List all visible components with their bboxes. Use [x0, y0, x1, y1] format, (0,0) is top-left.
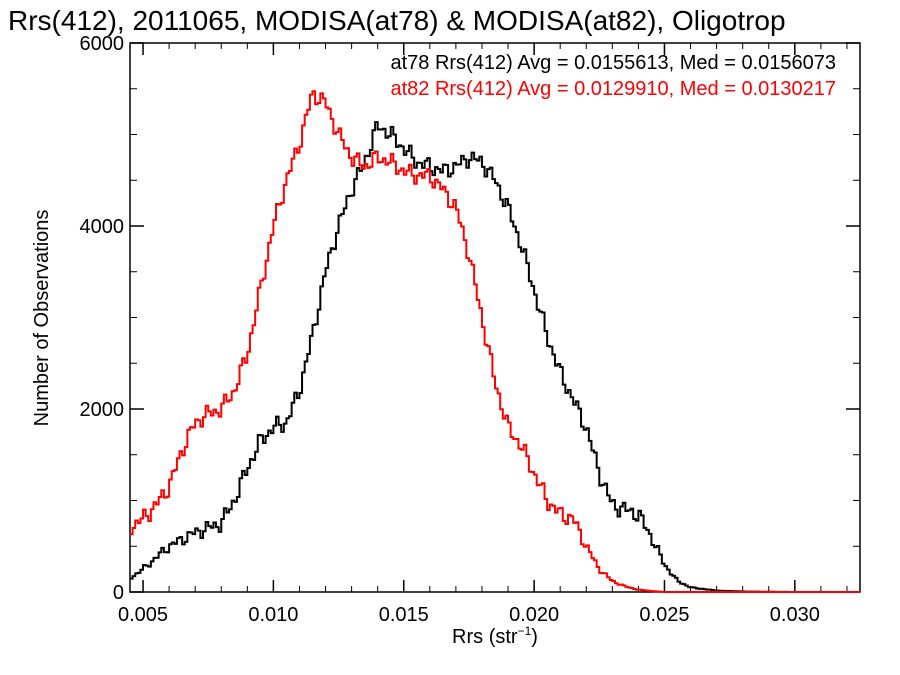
series-layer — [130, 90, 860, 593]
legend-at78: at78 Rrs(412) Avg = 0.0155613, Med = 0.0… — [390, 52, 836, 74]
y-tick-label: 6000 — [80, 33, 125, 55]
x-axis-label-superscript: −1 — [518, 624, 532, 638]
x-tick-label: 0.030 — [770, 604, 820, 626]
x-axis-label: Rrs (str−1) — [452, 624, 538, 648]
plot-frame — [129, 42, 861, 593]
x-tick-label: 0.025 — [639, 604, 689, 626]
y-tick-label: 2000 — [80, 399, 125, 421]
series-line-at82 — [130, 90, 860, 593]
chart-title: Rrs(412), 2011065, MODISA(at78) & MODISA… — [8, 5, 786, 36]
y-axis-ticks: 0 2000 4000 6000 — [80, 33, 860, 604]
series-line-at78 — [130, 121, 860, 593]
x-tick-label: 0.015 — [379, 604, 429, 626]
x-tick-label: 0.010 — [248, 604, 298, 626]
x-axis-ticks: 0.005 0.010 0.015 0.020 0.025 0.030 — [118, 43, 848, 626]
x-tick-label: 0.020 — [509, 604, 559, 626]
y-tick-label: 0 — [113, 582, 124, 604]
x-tick-label: 0.005 — [118, 604, 168, 626]
legend-at82: at82 Rrs(412) Avg = 0.0129910, Med = 0.0… — [390, 78, 836, 100]
y-axis-label: Number of Observations — [31, 210, 53, 427]
y-tick-label: 4000 — [80, 216, 125, 238]
